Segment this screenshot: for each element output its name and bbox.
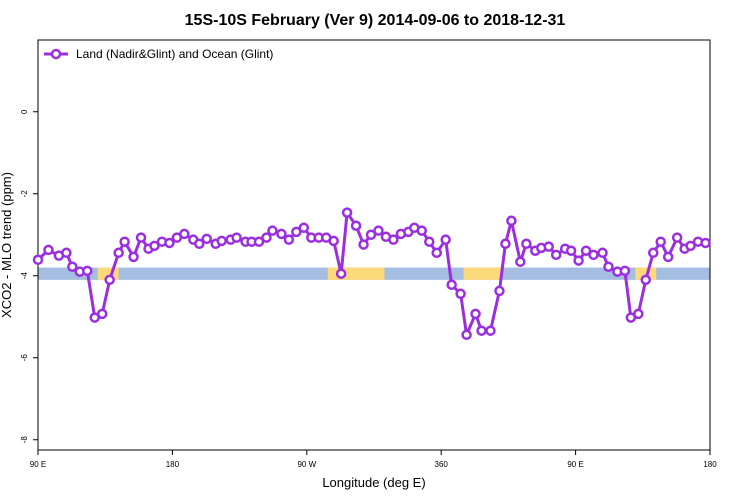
x-tick-label: 360 bbox=[435, 460, 449, 469]
data-point bbox=[179, 228, 190, 240]
x-tick-label: 180 bbox=[166, 460, 180, 469]
data-point bbox=[416, 225, 428, 236]
land-segment bbox=[635, 267, 657, 280]
x-tick-label: 90 W bbox=[297, 460, 316, 469]
y-tick-label: -4 bbox=[20, 272, 29, 280]
data-point bbox=[283, 234, 295, 245]
data-point bbox=[216, 235, 227, 247]
y-tick-label: 0 bbox=[20, 109, 29, 114]
data-point bbox=[573, 255, 584, 266]
data-point bbox=[128, 251, 139, 263]
data-point bbox=[82, 265, 93, 277]
data-point bbox=[424, 236, 435, 247]
x-tick-label: 90 E bbox=[30, 460, 46, 469]
y-axis-label: XCO2 - MLO trend (ppm) bbox=[0, 172, 14, 318]
data-point bbox=[543, 241, 554, 252]
data-point bbox=[194, 238, 205, 250]
data-point bbox=[201, 233, 212, 245]
data-point bbox=[455, 288, 466, 300]
data-point bbox=[96, 308, 108, 320]
data-point bbox=[113, 247, 124, 259]
data-point bbox=[298, 222, 310, 234]
y-tick-label: -8 bbox=[20, 436, 29, 444]
data-point bbox=[104, 274, 115, 286]
data-point bbox=[619, 265, 631, 277]
data-point bbox=[494, 285, 505, 297]
data-point bbox=[700, 237, 711, 249]
data-point bbox=[350, 220, 362, 231]
data-point bbox=[515, 256, 526, 268]
data-point bbox=[550, 249, 562, 261]
data-point bbox=[67, 261, 78, 272]
legend-label: Land (Nadir&Glint) and Ocean (Glint) bbox=[76, 47, 273, 61]
data-point bbox=[341, 207, 353, 218]
x-tick-label: 180 bbox=[703, 460, 717, 469]
data-point bbox=[373, 225, 384, 236]
data-point bbox=[470, 308, 481, 320]
data-point bbox=[485, 325, 496, 336]
data-point bbox=[633, 308, 644, 320]
data-point bbox=[655, 236, 666, 247]
data-point bbox=[597, 247, 608, 259]
data-point bbox=[446, 279, 457, 291]
data-point bbox=[276, 228, 287, 240]
chart-title: 15S-10S February (Ver 9) 2014-09-06 to 2… bbox=[185, 12, 566, 29]
data-point bbox=[671, 232, 683, 243]
data-point bbox=[261, 232, 272, 243]
data-point bbox=[476, 325, 487, 336]
data-point bbox=[119, 236, 130, 247]
y-tick-label: -2 bbox=[20, 190, 29, 198]
data-point bbox=[335, 268, 347, 279]
land-segment bbox=[463, 267, 503, 280]
data-point bbox=[640, 274, 652, 286]
data-point bbox=[149, 240, 160, 252]
data-point bbox=[358, 239, 369, 250]
data-point bbox=[685, 240, 696, 252]
data-point bbox=[43, 244, 54, 256]
data-point bbox=[648, 247, 659, 259]
x-axis-label: Longitude (deg E) bbox=[322, 475, 425, 490]
data-point bbox=[500, 238, 511, 250]
x-tick-label: 90 E bbox=[567, 460, 583, 469]
data-point bbox=[388, 234, 399, 245]
data-point bbox=[253, 236, 265, 247]
data-point bbox=[603, 261, 614, 272]
data-point bbox=[440, 234, 451, 245]
data-point bbox=[565, 245, 577, 256]
data-point bbox=[267, 225, 278, 236]
data-point bbox=[431, 247, 442, 259]
data-point bbox=[231, 232, 242, 243]
data-point bbox=[291, 226, 302, 238]
data-point bbox=[461, 329, 472, 341]
data-point bbox=[506, 215, 517, 227]
data-point bbox=[580, 245, 592, 256]
y-tick-label: -6 bbox=[20, 354, 29, 362]
data-point bbox=[135, 232, 147, 243]
data-point bbox=[588, 249, 599, 261]
data-point bbox=[328, 235, 339, 247]
data-point bbox=[32, 254, 44, 266]
data-point bbox=[61, 247, 72, 259]
legend-marker bbox=[50, 48, 62, 60]
data-point bbox=[164, 237, 175, 249]
data-point bbox=[521, 238, 532, 250]
data-point bbox=[662, 251, 674, 263]
data-point bbox=[365, 229, 377, 240]
